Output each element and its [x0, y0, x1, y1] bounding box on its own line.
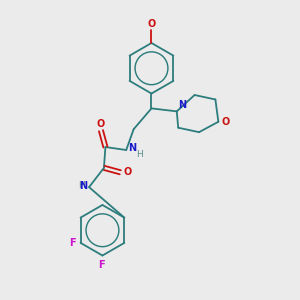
- Text: F: F: [70, 238, 76, 248]
- Text: N: N: [128, 143, 136, 153]
- Text: O: O: [147, 19, 156, 29]
- Text: H: H: [78, 181, 85, 190]
- Text: N: N: [178, 100, 186, 110]
- Text: O: O: [124, 167, 132, 177]
- Text: N: N: [80, 181, 88, 191]
- Text: H: H: [136, 150, 143, 159]
- Text: F: F: [98, 260, 104, 270]
- Text: O: O: [97, 118, 105, 129]
- Text: O: O: [221, 117, 230, 127]
